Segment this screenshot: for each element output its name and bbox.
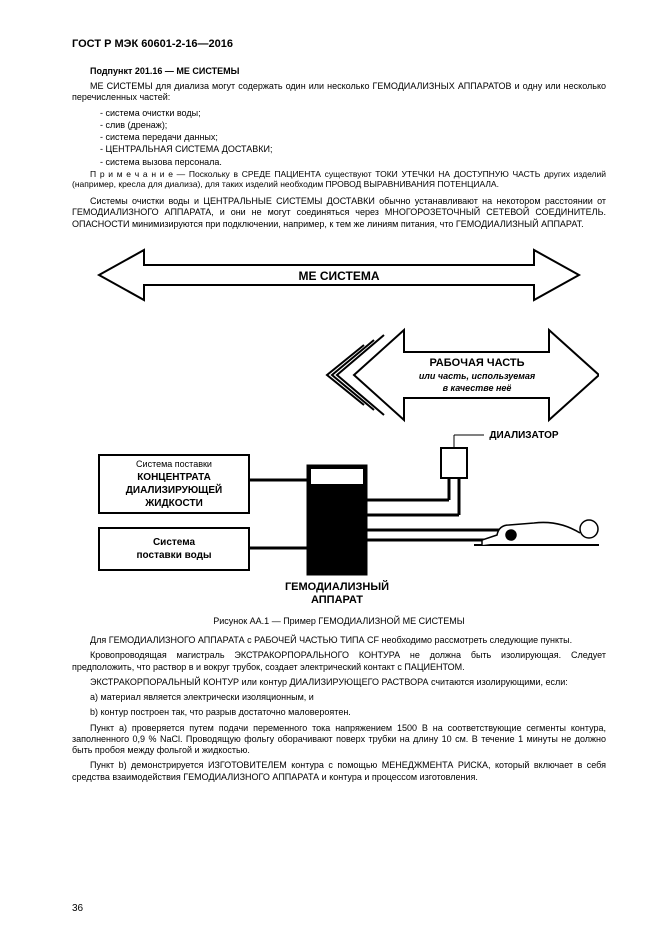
paragraph: Для ГЕМОДИАЛИЗНОГО АППАРАТА с РАБОЧЕЙ ЧА… (72, 635, 606, 646)
note-paragraph: П р и м е ч а н и е — Поскольку в СРЕДЕ … (72, 169, 606, 190)
applied-part-label-3: в качестве неё (443, 383, 512, 393)
figure-aa1: МЕ СИСТЕМА РАБОЧАЯ ЧАСТЬ или часть, испо… (72, 240, 606, 610)
hemodialysis-unit (307, 465, 367, 575)
concentrate-label-4: ЖИДКОСТИ (144, 498, 203, 509)
list-item-b: b) контур построен так, что разрыв доста… (72, 707, 606, 718)
paragraph: ЭКСТРАКОРПОРАЛЬНЫЙ КОНТУР или контур ДИА… (72, 677, 606, 688)
paragraph: Кровопроводящая магистраль ЭКСТРАКОРПОРА… (72, 650, 606, 673)
paragraph: Пункт b) демонстрируется ИЗГОТОВИТЕЛЕМ к… (72, 760, 606, 783)
paragraph: Системы очистки воды и ЦЕНТРАЛЬНЫЕ СИСТЕ… (72, 196, 606, 230)
paragraph: Пункт a) проверяется путем подачи переме… (72, 723, 606, 757)
device-label-1: ГЕМОДИАЛИЗНЫЙ (285, 580, 389, 593)
concentrate-label-3: ДИАЛИЗИРУЮЩЕЙ (126, 483, 222, 496)
water-label-2: поставки воды (137, 550, 212, 561)
me-system-label: МЕ СИСТЕМА (299, 269, 380, 283)
water-box (99, 528, 249, 570)
page-number: 36 (72, 903, 83, 916)
applied-part-label-1: РАБОЧАЯ ЧАСТЬ (429, 357, 524, 369)
list-item-a: a) материал является электрически изоляц… (72, 692, 606, 703)
device-label-2: АППАРАТ (311, 594, 363, 606)
page: ГОСТ Р МЭК 60601-2-16—2016 Подпункт 201.… (0, 0, 661, 935)
document-code: ГОСТ Р МЭК 60601-2-16—2016 (72, 38, 606, 52)
subclause-heading: Подпункт 201.16 — МЕ СИСТЕМЫ (72, 66, 606, 77)
list-item: - система очистки воды; (100, 108, 606, 119)
paragraph: МЕ СИСТЕМЫ для диализа могут содержать о… (72, 81, 606, 104)
list-item: - система передачи данных; (100, 132, 606, 143)
dialyzer-box (441, 448, 467, 478)
applied-part-label-2: или часть, используемая (419, 371, 536, 381)
dialyzer-label: ДИАЛИЗАТОР (489, 430, 558, 441)
figure-caption: Рисунок АА.1 — Пример ГЕМОДИАЛИЗНОЙ МЕ С… (72, 616, 606, 627)
patient-lines (367, 472, 509, 540)
patient-icon (474, 520, 599, 545)
concentrate-label-2: КОНЦЕНТРАТА (137, 472, 211, 483)
bullet-list: - система очистки воды; - слив (дренаж);… (72, 108, 606, 168)
water-label-1: Система (153, 537, 196, 548)
subclause-heading-text: Подпункт 201.16 — МЕ СИСТЕМЫ (90, 66, 239, 76)
diagram-svg: МЕ СИСТЕМА РАБОЧАЯ ЧАСТЬ или часть, испо… (79, 240, 599, 610)
concentrate-label-1: Система поставки (136, 459, 212, 469)
list-item: - ЦЕНТРАЛЬНАЯ СИСТЕМА ДОСТАВКИ; (100, 144, 606, 155)
list-item: - слив (дренаж); (100, 120, 606, 131)
list-item: - система вызова персонала. (100, 157, 606, 168)
